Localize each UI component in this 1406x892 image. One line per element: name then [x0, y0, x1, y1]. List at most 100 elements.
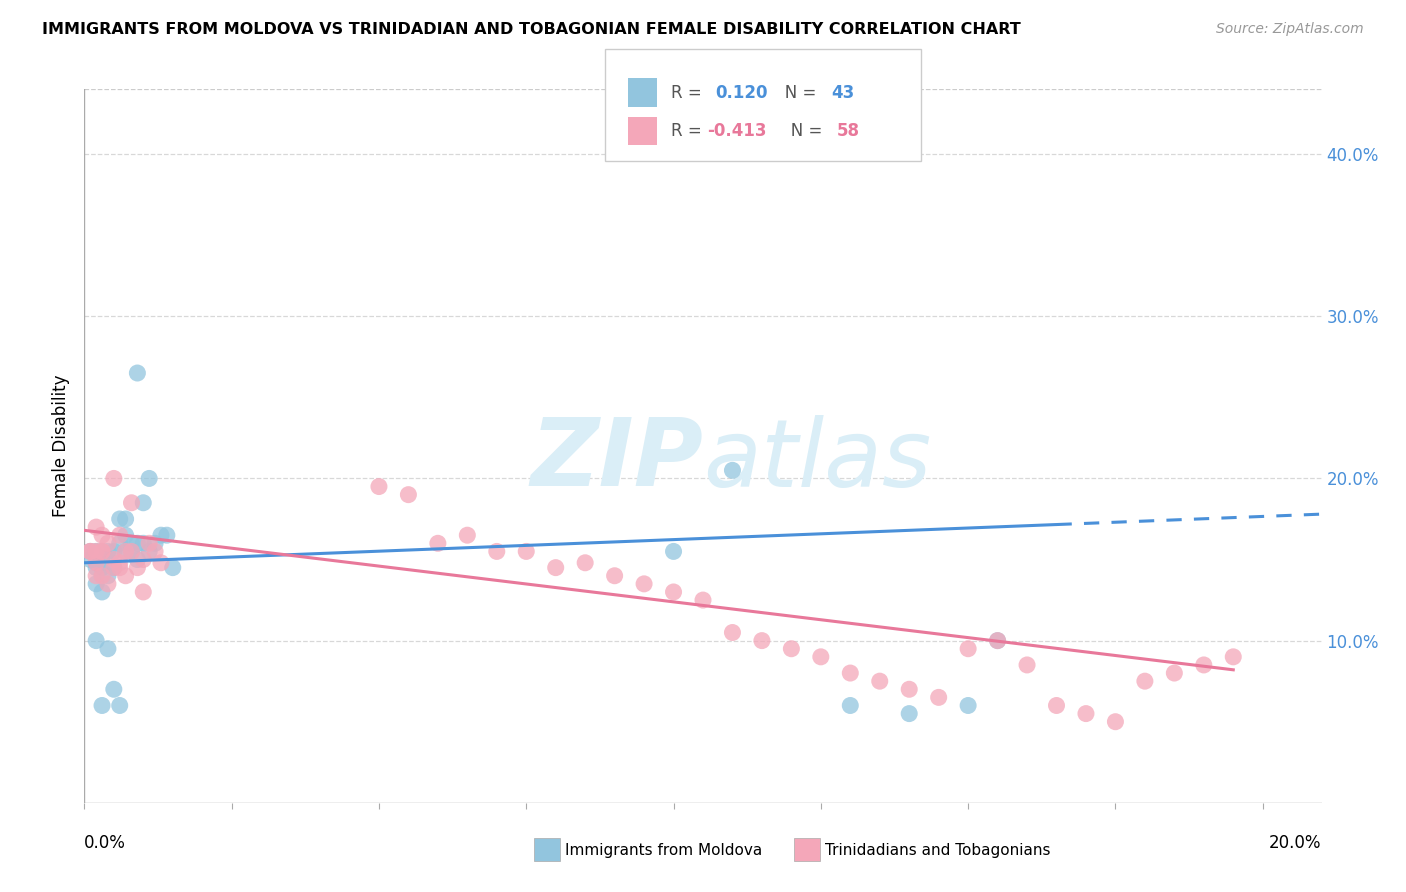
- Point: [79, 552, 101, 566]
- Point: [149, 528, 172, 542]
- Point: [751, 633, 773, 648]
- Point: [97, 641, 120, 656]
- Point: [97, 544, 120, 558]
- Point: [91, 544, 114, 558]
- Text: 0.120: 0.120: [716, 84, 768, 102]
- Text: R =: R =: [671, 84, 711, 102]
- Point: [368, 479, 391, 493]
- Point: [869, 674, 891, 689]
- Text: ZIP: ZIP: [530, 414, 703, 507]
- Point: [898, 682, 921, 697]
- Point: [127, 366, 149, 380]
- Text: Source: ZipAtlas.com: Source: ZipAtlas.com: [1216, 22, 1364, 37]
- Point: [108, 528, 131, 542]
- Point: [143, 536, 166, 550]
- Point: [114, 544, 136, 558]
- Point: [121, 496, 143, 510]
- Point: [987, 633, 1010, 648]
- Point: [898, 706, 921, 721]
- Text: -0.413: -0.413: [707, 122, 766, 140]
- Text: 43: 43: [831, 84, 855, 102]
- Point: [91, 552, 114, 566]
- Point: [987, 633, 1010, 648]
- Point: [84, 520, 107, 534]
- Point: [127, 560, 149, 574]
- Point: [426, 536, 449, 550]
- Point: [108, 512, 131, 526]
- Point: [91, 698, 114, 713]
- Point: [114, 544, 136, 558]
- Y-axis label: Female Disability: Female Disability: [52, 375, 70, 517]
- Point: [97, 577, 120, 591]
- Point: [84, 544, 107, 558]
- Point: [810, 649, 832, 664]
- Point: [780, 641, 803, 656]
- Point: [91, 544, 114, 558]
- Point: [84, 633, 107, 648]
- Point: [84, 560, 107, 574]
- Point: [156, 528, 179, 542]
- Point: [79, 544, 101, 558]
- Point: [84, 544, 107, 558]
- Point: [143, 544, 166, 558]
- Point: [79, 544, 101, 558]
- Point: [138, 536, 160, 550]
- Point: [574, 556, 596, 570]
- Point: [662, 585, 685, 599]
- Point: [162, 560, 184, 574]
- Point: [108, 556, 131, 570]
- Point: [839, 698, 862, 713]
- Point: [127, 552, 149, 566]
- Point: [103, 544, 125, 558]
- Text: atlas: atlas: [703, 415, 931, 506]
- Point: [91, 568, 114, 582]
- Point: [138, 544, 160, 558]
- Point: [97, 568, 120, 582]
- Point: [114, 568, 136, 582]
- Point: [957, 698, 980, 713]
- Point: [957, 641, 980, 656]
- Text: 20.0%: 20.0%: [1270, 834, 1322, 852]
- Point: [1104, 714, 1126, 729]
- Point: [485, 544, 508, 558]
- Point: [84, 568, 107, 582]
- Point: [91, 560, 114, 574]
- Point: [515, 544, 537, 558]
- Text: Immigrants from Moldova: Immigrants from Moldova: [565, 843, 762, 857]
- Point: [1163, 666, 1185, 681]
- Point: [1192, 657, 1215, 672]
- Point: [91, 544, 114, 558]
- Point: [839, 666, 862, 681]
- Point: [108, 536, 131, 550]
- Point: [1222, 649, 1244, 664]
- Text: N =: N =: [775, 122, 827, 140]
- Text: Trinidadians and Tobagonians: Trinidadians and Tobagonians: [825, 843, 1050, 857]
- Point: [108, 698, 131, 713]
- Point: [84, 556, 107, 570]
- Point: [544, 560, 567, 574]
- Point: [114, 512, 136, 526]
- Point: [103, 682, 125, 697]
- Point: [149, 556, 172, 570]
- Point: [127, 536, 149, 550]
- Point: [91, 585, 114, 599]
- Point: [121, 544, 143, 558]
- Point: [103, 471, 125, 485]
- Point: [103, 552, 125, 566]
- Point: [132, 496, 155, 510]
- Point: [103, 560, 125, 574]
- Point: [84, 556, 107, 570]
- Text: 0.0%: 0.0%: [84, 834, 127, 852]
- Point: [132, 552, 155, 566]
- Point: [97, 536, 120, 550]
- Point: [138, 471, 160, 485]
- Point: [721, 625, 744, 640]
- Point: [633, 577, 655, 591]
- Point: [114, 528, 136, 542]
- Point: [662, 544, 685, 558]
- Point: [132, 585, 155, 599]
- Point: [121, 536, 143, 550]
- Point: [1045, 698, 1067, 713]
- Text: IMMIGRANTS FROM MOLDOVA VS TRINIDADIAN AND TOBAGONIAN FEMALE DISABILITY CORRELAT: IMMIGRANTS FROM MOLDOVA VS TRINIDADIAN A…: [42, 22, 1021, 37]
- Point: [91, 528, 114, 542]
